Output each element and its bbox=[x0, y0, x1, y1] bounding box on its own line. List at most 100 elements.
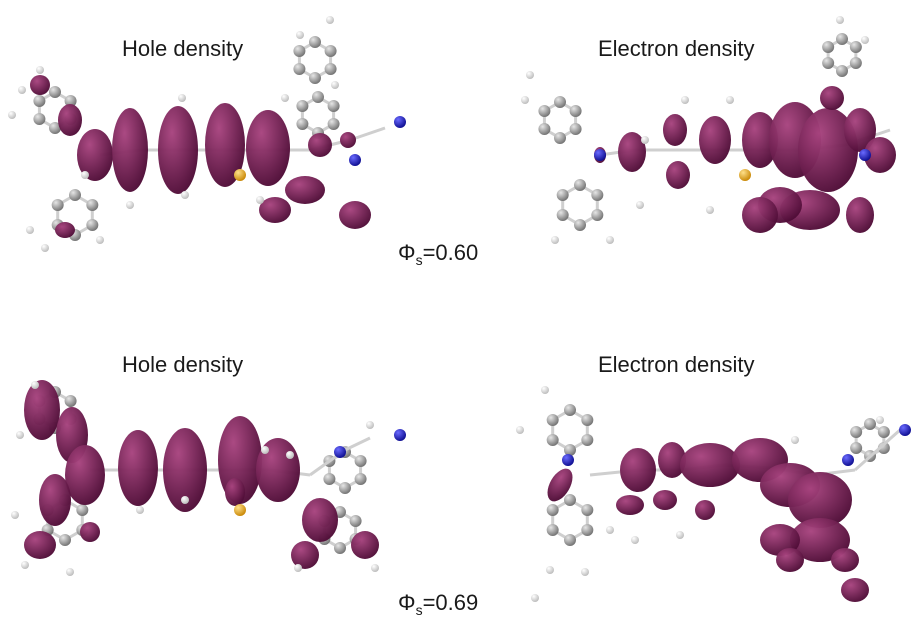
phi-subscript: s bbox=[415, 252, 423, 268]
panel-label-hole-density-top: Hole density bbox=[122, 36, 244, 61]
carbon-atom bbox=[309, 72, 321, 84]
carbon-atom bbox=[64, 95, 77, 107]
carbon-atom bbox=[574, 179, 586, 191]
carbon-atom bbox=[581, 414, 594, 426]
orbital-lobe bbox=[302, 498, 338, 542]
carbon-atom bbox=[850, 442, 863, 454]
carbon-atom bbox=[554, 132, 566, 144]
carbon-atom bbox=[312, 91, 324, 103]
carbon-atom bbox=[556, 189, 569, 201]
carbon-atom bbox=[324, 63, 337, 75]
carbon-atom bbox=[591, 209, 604, 221]
carbon-atom bbox=[293, 45, 306, 57]
orbital-lobe bbox=[246, 110, 290, 186]
carbon-atom bbox=[59, 534, 71, 546]
carbon-atom bbox=[309, 36, 321, 48]
carbon-atom bbox=[76, 504, 89, 516]
orbital-lobe bbox=[205, 103, 245, 187]
phi-number: =0.69 bbox=[422, 590, 479, 615]
carbon-atom bbox=[546, 504, 559, 516]
orbital-lobe bbox=[24, 531, 56, 559]
hydrogen-atom bbox=[636, 201, 644, 209]
carbon-atom bbox=[836, 33, 848, 45]
orbital-lobe bbox=[291, 541, 319, 569]
nitrogen-atom bbox=[899, 424, 911, 436]
hydrogen-atom bbox=[26, 226, 34, 234]
hydrogen-atom bbox=[366, 421, 374, 429]
carbon-atom bbox=[354, 455, 367, 467]
carbon-atom bbox=[564, 534, 576, 546]
orbital-lobe bbox=[339, 201, 371, 229]
carbon-atom bbox=[554, 96, 566, 108]
carbon-atom bbox=[49, 86, 61, 98]
hydrogen-atom bbox=[531, 594, 539, 602]
bond bbox=[349, 126, 386, 142]
carbon-atom bbox=[581, 434, 594, 446]
hydrogen-atom bbox=[31, 381, 39, 389]
carbon-atom bbox=[546, 434, 559, 446]
orbital-lobe bbox=[790, 518, 850, 562]
carbon-atom bbox=[349, 515, 362, 527]
orbital-lobe bbox=[788, 472, 852, 528]
carbon-atom bbox=[581, 504, 594, 516]
hydrogen-atom bbox=[41, 244, 49, 252]
orbital-lobe bbox=[653, 490, 677, 510]
carbon-atom bbox=[877, 426, 890, 438]
nitrogen-atom bbox=[349, 154, 361, 166]
nitrogen-atom bbox=[562, 454, 574, 466]
orbital-lobe bbox=[351, 531, 379, 559]
orbital-lobe bbox=[841, 578, 869, 602]
panel-label-electron-density-bottom: Electron density bbox=[598, 352, 755, 377]
orbital-lobe bbox=[699, 116, 731, 164]
hydrogen-atom bbox=[606, 236, 614, 244]
phi-symbol: Φ bbox=[398, 590, 416, 615]
orbital-lobe bbox=[58, 104, 82, 136]
hydrogen-atom bbox=[126, 201, 134, 209]
hydrogen-atom bbox=[676, 531, 684, 539]
orbital-lobe bbox=[680, 443, 740, 487]
carbon-atom bbox=[296, 118, 309, 130]
hydrogen-atom bbox=[326, 16, 334, 24]
carbon-atom bbox=[564, 404, 576, 416]
hydrogen-atom bbox=[18, 86, 26, 94]
orbital-lobe bbox=[620, 448, 656, 492]
carbon-atom bbox=[69, 189, 81, 201]
orbital-lobe bbox=[798, 108, 858, 192]
hydrogen-atom bbox=[11, 511, 19, 519]
sulfur-atom bbox=[234, 169, 246, 181]
nitrogen-atom bbox=[334, 446, 346, 458]
carbon-atom bbox=[33, 113, 46, 125]
carbon-atom bbox=[849, 57, 862, 69]
hydrogen-atom bbox=[836, 16, 844, 24]
carbon-atom bbox=[354, 473, 367, 485]
hydrogen-atom bbox=[551, 236, 559, 244]
carbon-atom bbox=[822, 57, 835, 69]
orbital-lobe bbox=[776, 548, 804, 572]
carbon-atom bbox=[339, 482, 351, 494]
orbital-lobe bbox=[65, 445, 105, 505]
nitrogen-atom bbox=[859, 149, 871, 161]
phi-value-bottom: Φs=0.69 bbox=[398, 590, 478, 618]
hydrogen-atom bbox=[81, 171, 89, 179]
hydrogen-atom bbox=[681, 96, 689, 104]
hydrogen-atom bbox=[631, 536, 639, 544]
hydrogen-atom bbox=[581, 568, 589, 576]
hydrogen-atom bbox=[861, 36, 869, 44]
panel-label-hole-density-bottom: Hole density bbox=[122, 352, 244, 377]
orbital-lobe bbox=[618, 132, 646, 172]
nitrogen-atom bbox=[394, 429, 406, 441]
orbital-lobe bbox=[658, 442, 686, 478]
hydrogen-atom bbox=[546, 566, 554, 574]
orbital-lobe bbox=[225, 478, 245, 506]
orbital-lobe bbox=[742, 112, 778, 168]
hydrogen-atom bbox=[136, 506, 144, 514]
hydrogen-atom bbox=[331, 81, 339, 89]
hydrogen-atom bbox=[8, 111, 16, 119]
hydrogen-atom bbox=[541, 386, 549, 394]
orbital-lobe bbox=[695, 500, 715, 520]
hydrogen-atom bbox=[66, 568, 74, 576]
orbital-lobe bbox=[616, 495, 644, 515]
hydrogen-atom bbox=[521, 96, 529, 104]
orbital-lobe bbox=[663, 114, 687, 146]
carbon-atom bbox=[564, 444, 576, 456]
